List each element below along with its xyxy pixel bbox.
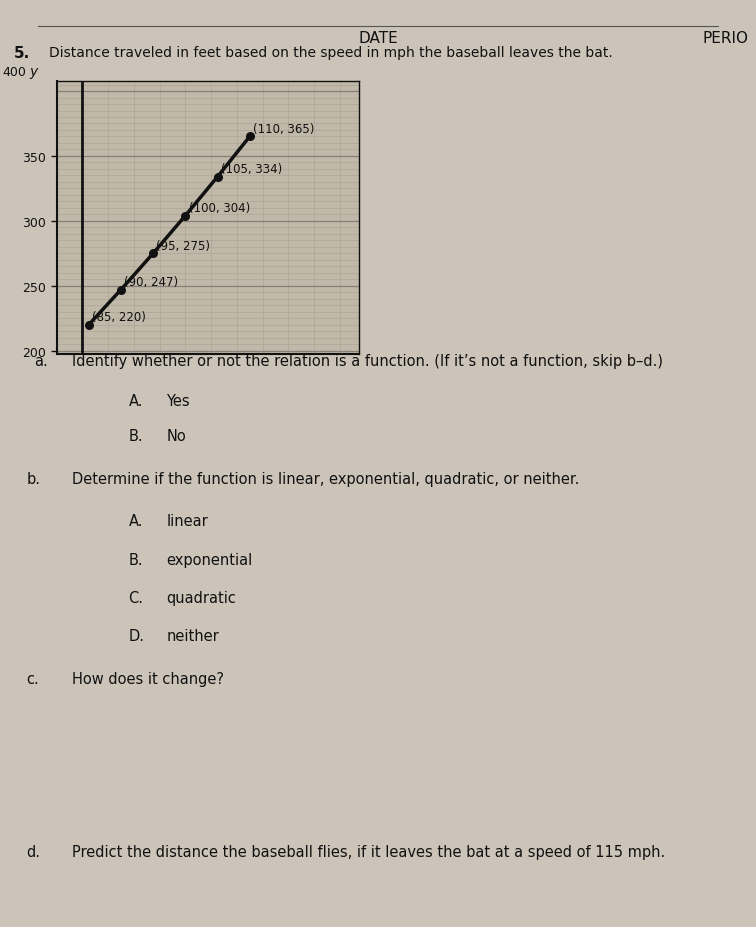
Text: Determine if the function is linear, exponential, quadratic, or neither.: Determine if the function is linear, exp… <box>72 472 579 487</box>
Point <box>83 318 95 333</box>
Text: d.: d. <box>26 844 41 859</box>
Text: C.: C. <box>129 590 144 605</box>
Text: Yes: Yes <box>166 394 190 409</box>
Text: quadratic: quadratic <box>166 590 236 605</box>
Text: (85, 220): (85, 220) <box>92 311 146 324</box>
Text: Distance traveled in feet based on the speed in mph the baseball leaves the bat.: Distance traveled in feet based on the s… <box>49 45 613 59</box>
Text: D.: D. <box>129 628 144 643</box>
Text: (105, 334): (105, 334) <box>221 163 282 176</box>
Text: A.: A. <box>129 514 143 529</box>
Text: c.: c. <box>26 671 39 686</box>
Text: PERIO: PERIO <box>702 32 748 46</box>
Point <box>115 283 127 298</box>
Text: How does it change?: How does it change? <box>72 671 224 686</box>
Text: (95, 275): (95, 275) <box>156 240 210 253</box>
Text: a.: a. <box>34 354 48 369</box>
Point <box>212 170 224 184</box>
Text: 400: 400 <box>2 66 26 79</box>
Text: B.: B. <box>129 429 143 444</box>
Text: (100, 304): (100, 304) <box>188 202 249 215</box>
Point <box>179 209 191 223</box>
Text: (110, 365): (110, 365) <box>253 123 314 136</box>
Text: Identify whether or not the relation is a function. (If it’s not a function, ski: Identify whether or not the relation is … <box>72 354 663 369</box>
Text: B.: B. <box>129 552 143 567</box>
Text: b.: b. <box>26 472 41 487</box>
Text: A.: A. <box>129 394 143 409</box>
Text: (90, 247): (90, 247) <box>124 276 178 289</box>
Point <box>243 130 256 145</box>
Text: linear: linear <box>166 514 208 529</box>
Text: neither: neither <box>166 628 219 643</box>
Text: No: No <box>166 429 186 444</box>
Text: 5.: 5. <box>14 45 29 60</box>
Text: DATE: DATE <box>358 32 398 46</box>
Text: Predict the distance the baseball flies, if it leaves the bat at a speed of 115 : Predict the distance the baseball flies,… <box>72 844 665 859</box>
Text: y: y <box>29 65 38 79</box>
Point <box>147 247 160 261</box>
Text: exponential: exponential <box>166 552 253 567</box>
